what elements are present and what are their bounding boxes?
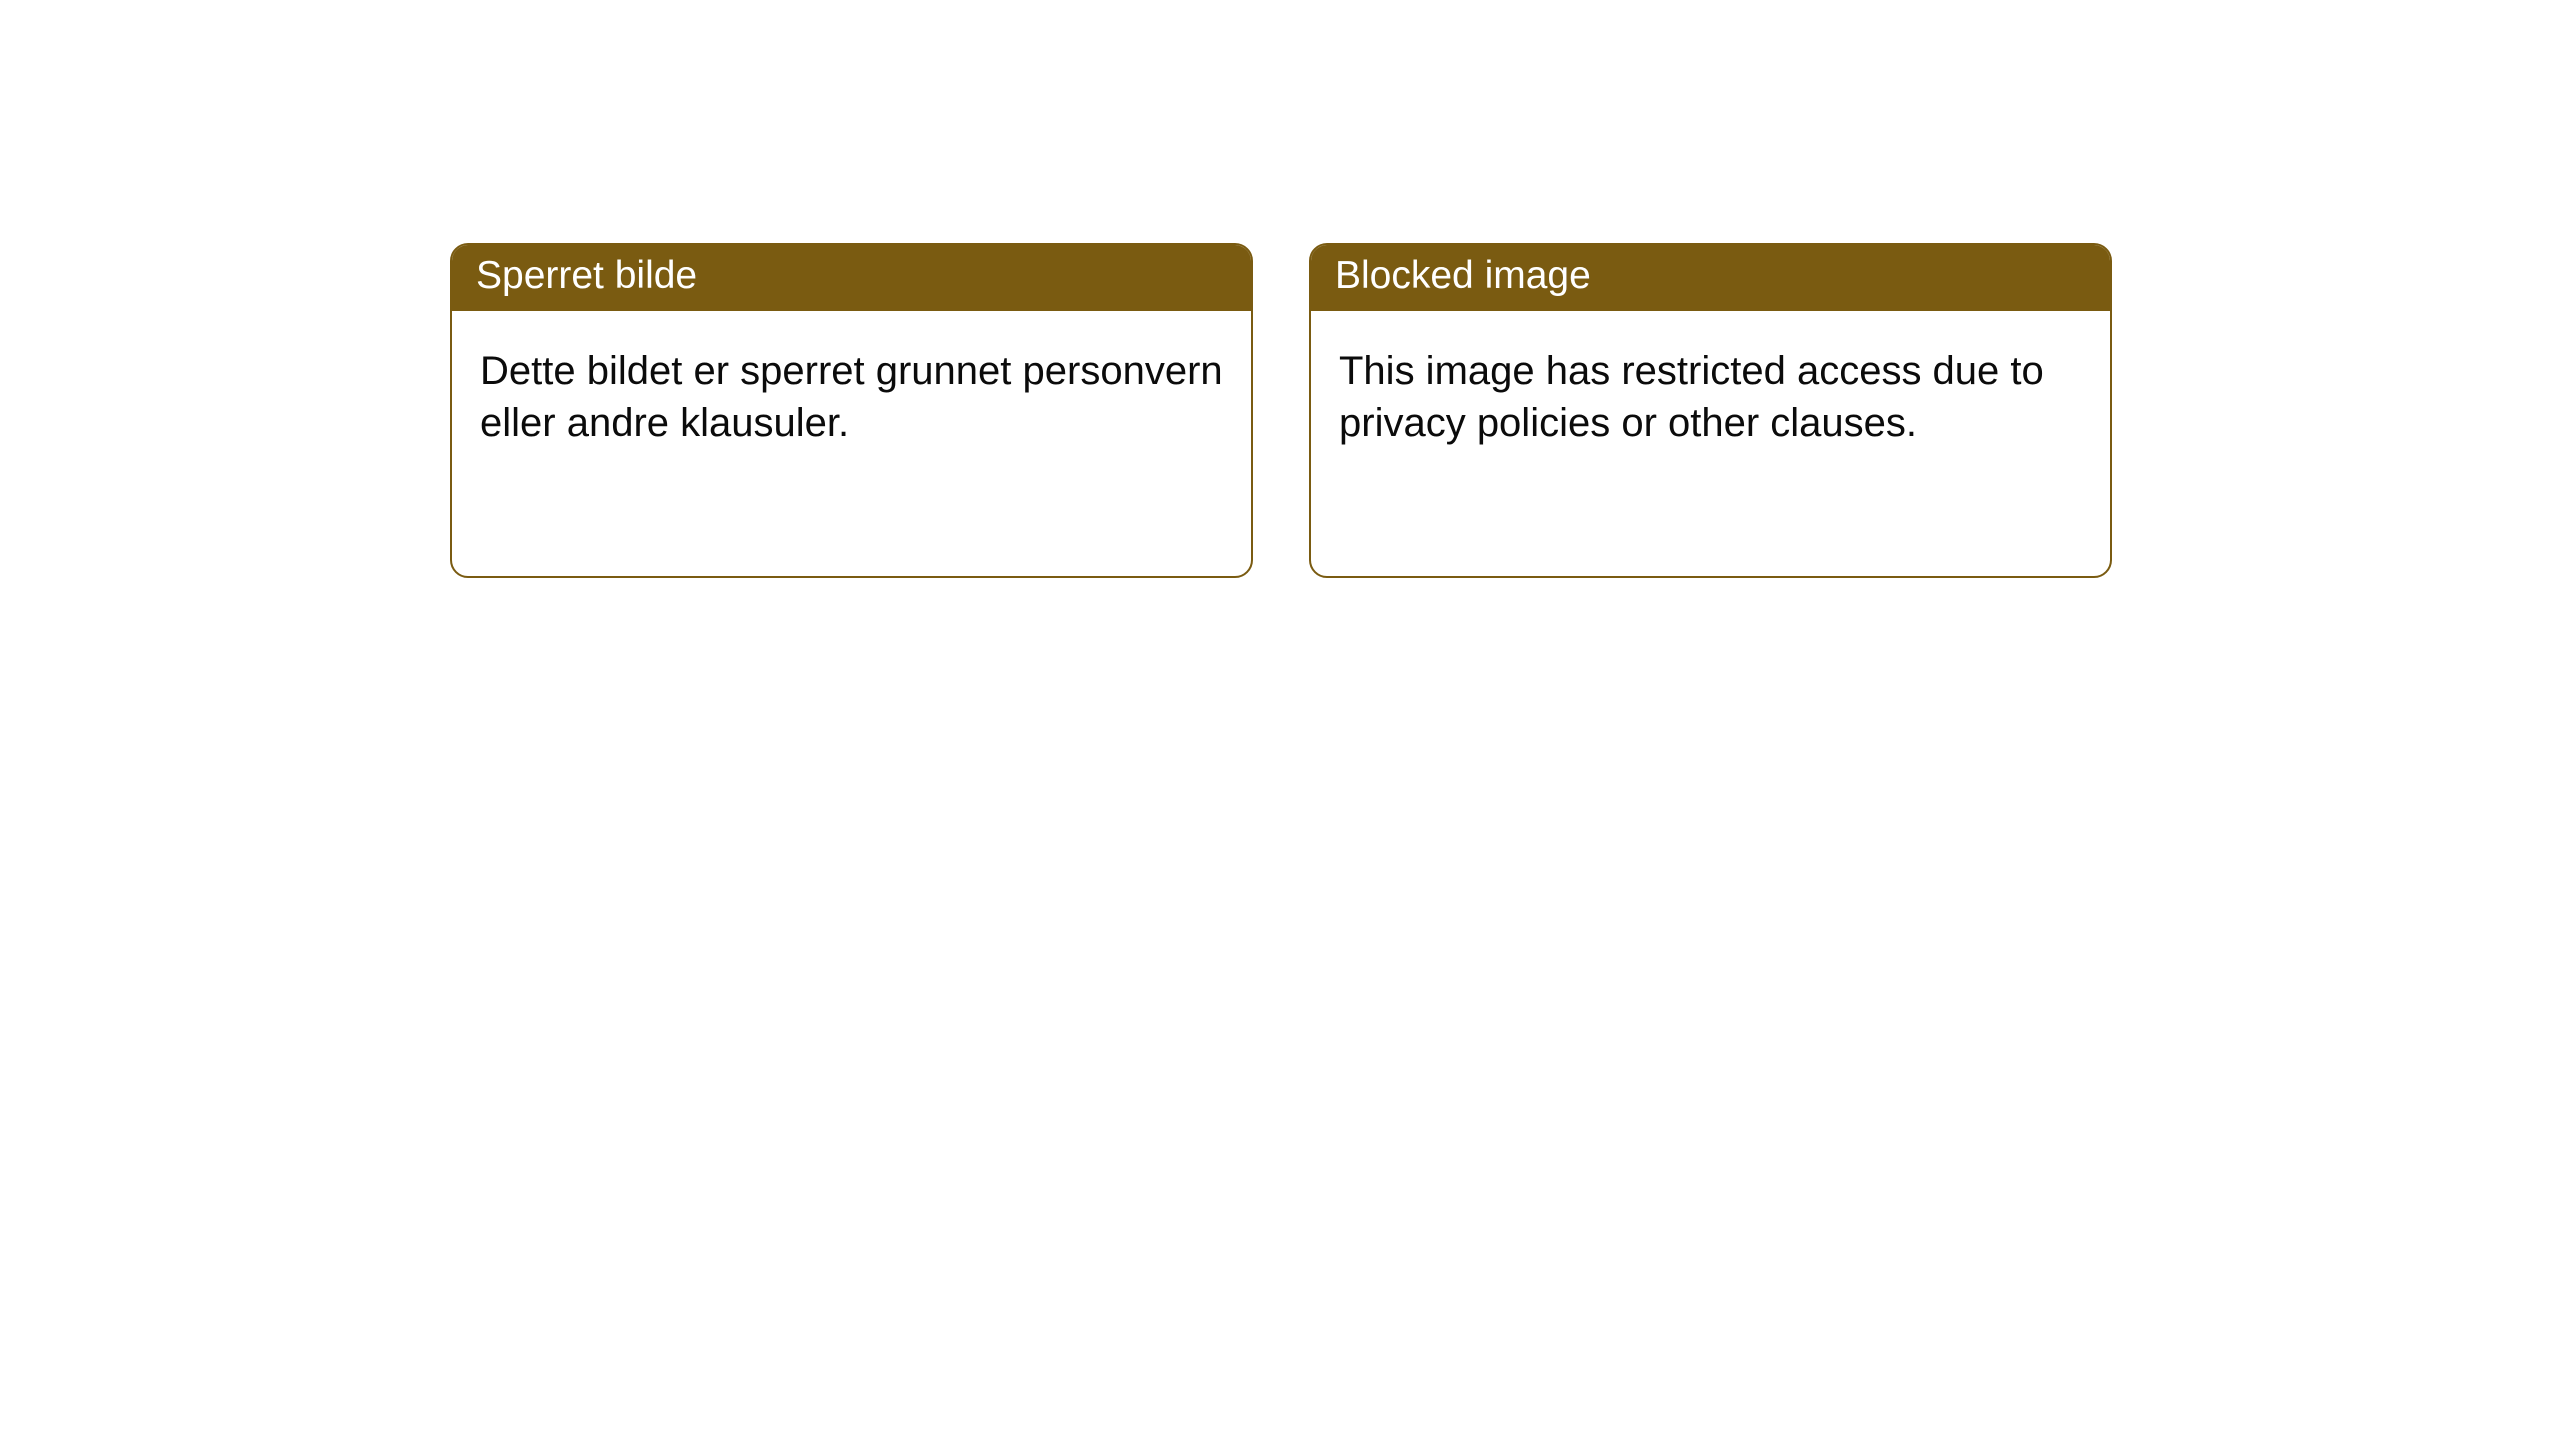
- panel-body-en: This image has restricted access due to …: [1311, 311, 2110, 475]
- blocked-image-panel-en: Blocked image This image has restricted …: [1309, 243, 2112, 578]
- panel-title-en: Blocked image: [1311, 245, 2110, 311]
- blocked-image-panel-no: Sperret bilde Dette bildet er sperret gr…: [450, 243, 1253, 578]
- panel-title-no: Sperret bilde: [452, 245, 1251, 311]
- notice-row: Sperret bilde Dette bildet er sperret gr…: [0, 0, 2560, 578]
- panel-body-no: Dette bildet er sperret grunnet personve…: [452, 311, 1251, 475]
